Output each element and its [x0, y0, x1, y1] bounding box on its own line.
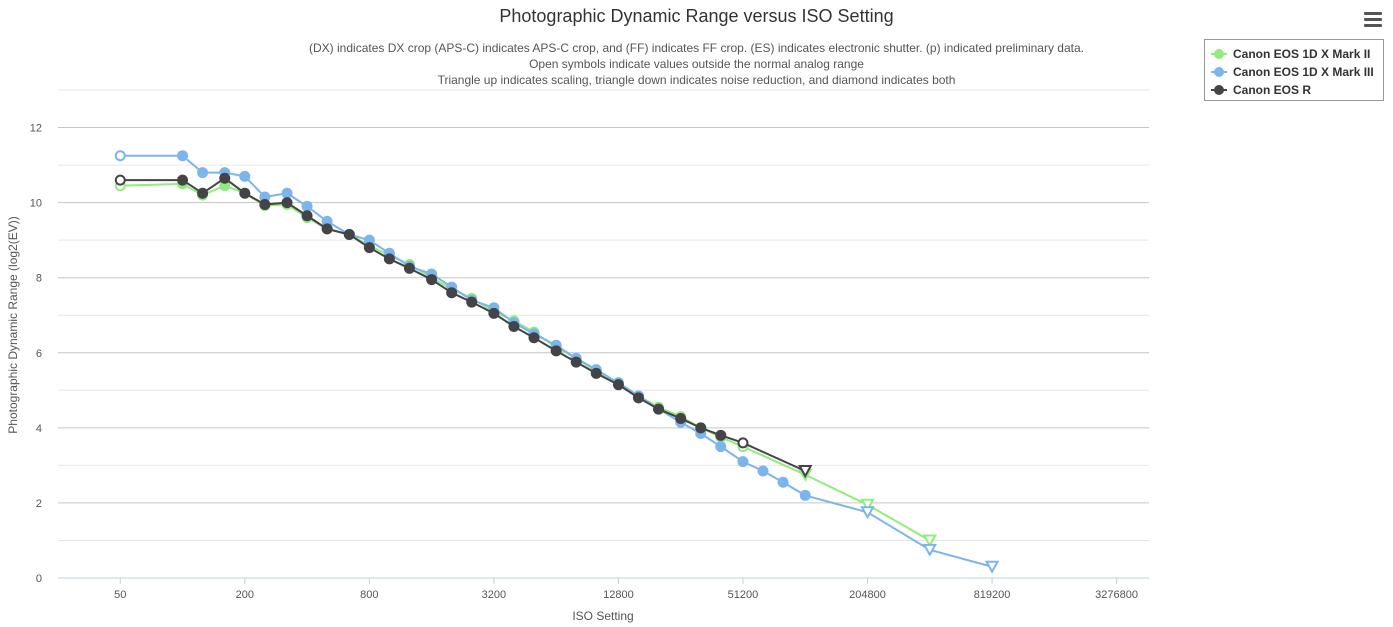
y-tick-label: 12	[30, 123, 42, 135]
data-point[interactable]	[426, 274, 438, 286]
data-point[interactable]	[737, 456, 749, 468]
data-point[interactable]	[550, 345, 562, 357]
chart-subtitle-line-2: Open symbols indicate values outside the…	[529, 57, 864, 71]
data-point[interactable]	[757, 465, 769, 477]
data-point[interactable]	[675, 412, 687, 424]
data-point[interactable]	[363, 242, 375, 254]
x-tick-label: 800	[360, 589, 378, 601]
y-axis-title: Photographic Dynamic Range (log2(EV))	[6, 216, 20, 433]
y-tick-label: 6	[36, 348, 42, 360]
data-point[interactable]	[239, 170, 251, 182]
data-point-open[interactable]	[114, 174, 126, 186]
data-point[interactable]	[177, 174, 189, 186]
data-point[interactable]	[259, 198, 271, 210]
data-point[interactable]	[301, 200, 313, 212]
x-tick-label: 3276800	[1095, 589, 1138, 601]
data-point[interactable]	[321, 223, 333, 235]
data-point[interactable]	[570, 356, 582, 368]
data-point[interactable]	[177, 150, 189, 162]
y-tick-label: 8	[36, 273, 42, 285]
data-point[interactable]	[777, 476, 789, 488]
data-point-open[interactable]	[114, 150, 126, 162]
x-axis: 50 200 800 3200 12800 51200 204800 819200 327680…	[58, 577, 1149, 601]
chart-subtitle-line-1: (DX) indicates DX crop (APS-C) indicates…	[309, 41, 1084, 55]
x-axis-title: ISO Setting	[572, 609, 633, 623]
legend-symbol-series-1	[1211, 49, 1227, 59]
data-point[interactable]	[197, 187, 209, 199]
series-3	[114, 172, 813, 479]
y-tick-label: 10	[30, 198, 42, 210]
data-point[interactable]	[281, 197, 293, 209]
x-tick-label: 50	[114, 589, 126, 601]
x-tick-label: 819200	[974, 589, 1011, 601]
x-tick-label: 3200	[482, 589, 506, 601]
legend-label-series-1: Canon EOS 1D X Mark II	[1233, 47, 1371, 61]
legend-symbol-series-3	[1211, 85, 1227, 95]
gridlines	[58, 89, 1149, 579]
data-point[interactable]	[301, 210, 313, 222]
data-point-triangle-down[interactable]	[984, 560, 1000, 574]
data-point-triangle-down[interactable]	[922, 534, 937, 548]
x-tick-label: 204800	[849, 589, 886, 601]
data-point-triangle-down[interactable]	[860, 506, 875, 520]
data-point[interactable]	[612, 379, 624, 391]
data-point[interactable]	[446, 287, 458, 299]
data-point[interactable]	[488, 307, 500, 319]
data-point[interactable]	[466, 296, 478, 308]
data-point-open[interactable]	[737, 437, 749, 449]
data-point[interactable]	[695, 422, 707, 434]
data-point[interactable]	[383, 253, 395, 265]
y-tick-label: 4	[36, 423, 42, 435]
series-2	[114, 150, 1000, 574]
y-tick-label: 2	[36, 498, 42, 510]
data-point-triangle-down[interactable]	[922, 543, 937, 557]
data-point[interactable]	[403, 262, 415, 274]
data-point[interactable]	[343, 229, 355, 241]
series-line	[120, 182, 931, 542]
data-point[interactable]	[219, 172, 231, 184]
y-axis: 0 2 4 6 8 10 12	[30, 123, 42, 585]
data-point[interactable]	[239, 187, 251, 199]
y-tick-label: 0	[36, 573, 42, 585]
data-point[interactable]	[799, 489, 811, 501]
data-point[interactable]	[508, 320, 520, 332]
x-tick-label: 51200	[728, 589, 759, 601]
x-tick-label: 12800	[603, 589, 634, 601]
legend-symbol-series-2	[1211, 67, 1227, 77]
data-point[interactable]	[590, 367, 602, 379]
data-point[interactable]	[653, 403, 665, 415]
hamburger-menu-icon[interactable]	[1364, 12, 1382, 28]
series-1	[114, 178, 937, 548]
series-line	[120, 154, 993, 568]
data-point[interactable]	[281, 187, 293, 199]
data-point[interactable]	[715, 441, 727, 453]
chart-title: Photographic Dynamic Range versus ISO Se…	[499, 6, 894, 26]
legend-label-series-3: Canon EOS R	[1233, 83, 1312, 97]
data-point[interactable]	[197, 167, 209, 179]
chart-subtitle-line-3: Triangle up indicates scaling, triangle …	[437, 73, 956, 87]
data-point[interactable]	[632, 392, 644, 404]
legend-label-series-2: Canon EOS 1D X Mark III	[1233, 65, 1374, 79]
data-point[interactable]	[528, 332, 540, 344]
series-layer	[114, 150, 1000, 574]
data-point-triangle-down[interactable]	[860, 498, 875, 512]
data-point-triangle-down[interactable]	[798, 465, 813, 479]
chart-legend: Canon EOS 1D X Mark II Canon EOS 1D X Ma…	[1204, 39, 1384, 101]
x-tick-label: 200	[236, 589, 254, 601]
data-point[interactable]	[715, 429, 727, 441]
